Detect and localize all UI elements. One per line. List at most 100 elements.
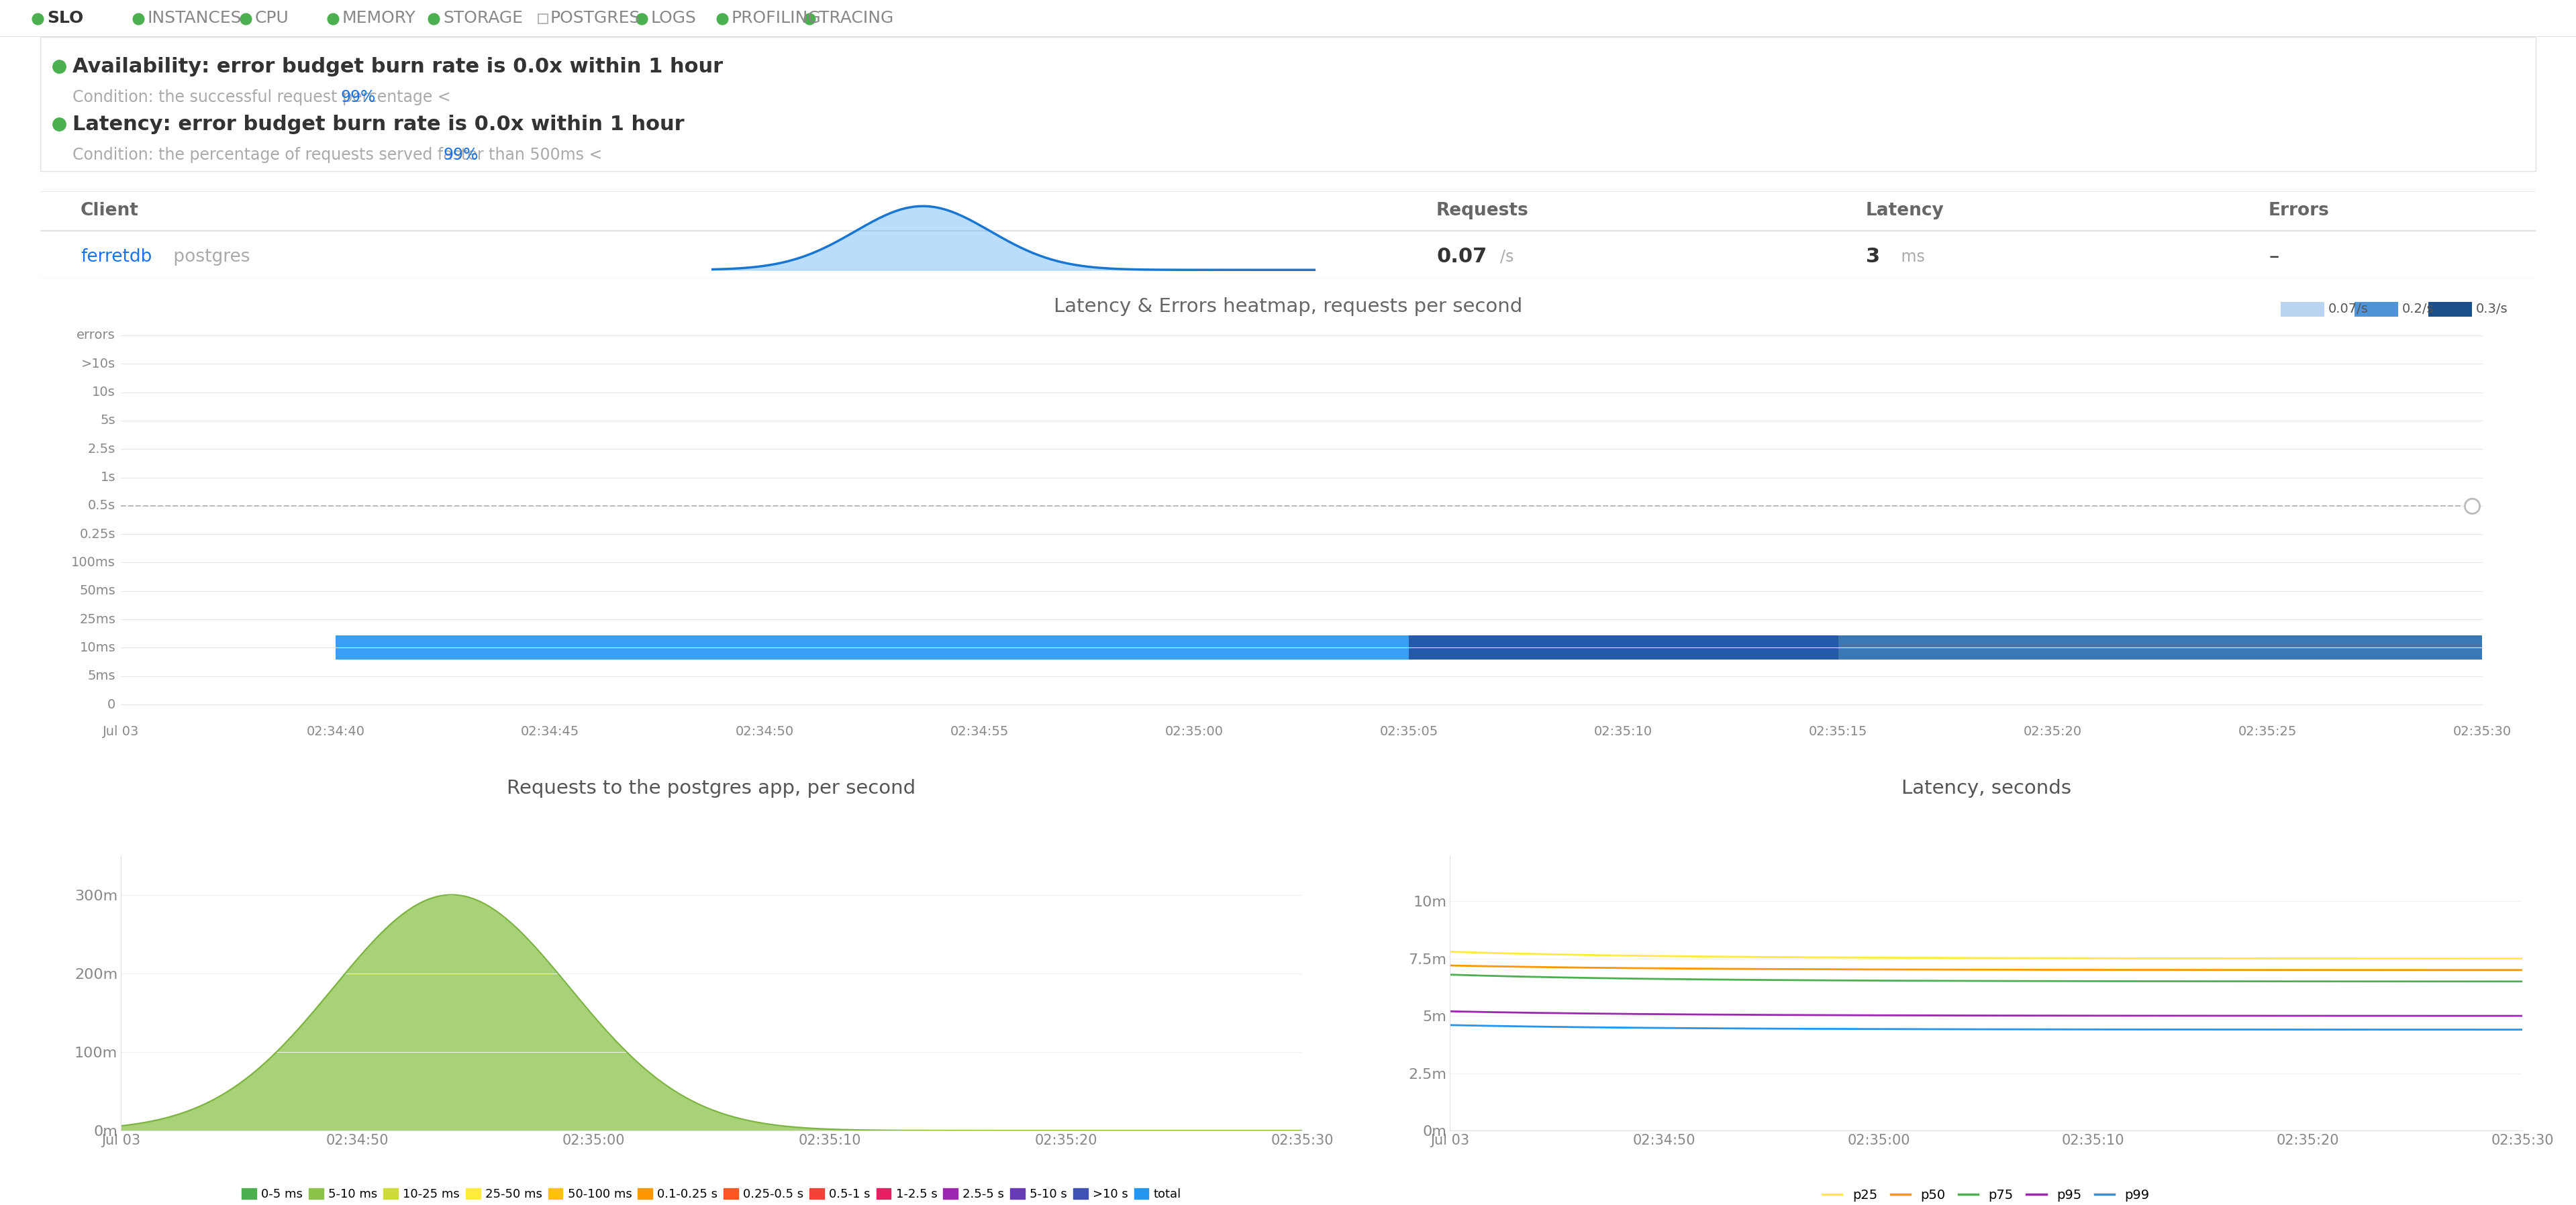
Line: p75: p75: [1450, 975, 2522, 982]
p75: [1435, 968, 1466, 982]
Legend: 0-5 ms, 5-10 ms, 10-25 ms, 25-50 ms, 50-100 ms, 0.1-0.25 s, 0.25-0.5 s, 0.5-1 s,: 0-5 ms, 5-10 ms, 10-25 ms, 25-50 ms, 50-…: [237, 1183, 1185, 1205]
p25: [1435, 945, 1466, 959]
Line: p25: p25: [1450, 952, 2522, 958]
p25: [2092, 951, 2123, 965]
p25: [2069, 951, 2099, 965]
p99: [2074, 1022, 2105, 1036]
Text: 02:34:40: 02:34:40: [307, 725, 366, 737]
Text: STORAGE: STORAGE: [443, 11, 523, 27]
Text: SLO: SLO: [46, 11, 82, 27]
Text: 02:34:45: 02:34:45: [520, 725, 580, 737]
Text: 0.5s: 0.5s: [88, 499, 116, 512]
Text: ms: ms: [1896, 248, 1924, 265]
Text: 0.2/s: 0.2/s: [2403, 302, 2434, 316]
p25: [2339, 951, 2370, 965]
Text: Latency: error budget burn rate is 0.0x within 1 hour: Latency: error budget burn rate is 0.0x …: [72, 114, 685, 134]
p25: [1437, 945, 1468, 959]
Line: p50: p50: [1450, 965, 2522, 970]
Text: /s: /s: [1499, 248, 1515, 265]
p25: [2074, 951, 2105, 965]
Bar: [2280, 302, 2324, 317]
Text: TRACING: TRACING: [819, 11, 894, 27]
Text: Condition: the successful request percentage <: Condition: the successful request percen…: [72, 89, 456, 105]
Line: p95: p95: [1450, 1011, 2522, 1016]
Text: 0.25s: 0.25s: [80, 528, 116, 541]
p95: [2506, 1009, 2537, 1023]
p99: [2406, 1022, 2437, 1036]
Text: 5s: 5s: [100, 415, 116, 427]
Text: errors: errors: [77, 329, 116, 342]
Text: 10ms: 10ms: [80, 641, 116, 654]
p25: [2406, 951, 2437, 965]
Text: Latency, seconds: Latency, seconds: [1901, 778, 2071, 798]
p75: [1437, 968, 1468, 982]
Bar: [1409, 636, 1839, 660]
Text: 02:35:00: 02:35:00: [1164, 725, 1224, 737]
Text: 25ms: 25ms: [80, 613, 116, 625]
p95: [1437, 1004, 1468, 1018]
Text: 0: 0: [108, 698, 116, 711]
p50: [1437, 958, 1468, 972]
Text: 0.07/s: 0.07/s: [2329, 302, 2367, 316]
p75: [2506, 975, 2537, 989]
Text: POSTGRES: POSTGRES: [551, 11, 641, 27]
p99: [2069, 1022, 2099, 1036]
Text: 5ms: 5ms: [88, 670, 116, 682]
Bar: [2354, 302, 2398, 317]
Text: 50ms: 50ms: [80, 584, 116, 598]
Text: 100ms: 100ms: [72, 557, 116, 569]
Text: 3: 3: [1865, 247, 1880, 266]
p50: [2069, 963, 2099, 977]
p75: [2069, 974, 2099, 988]
Text: 99%: 99%: [443, 147, 479, 163]
Text: PROFILING: PROFILING: [732, 11, 822, 27]
Text: Latency: Latency: [1865, 201, 1945, 219]
Text: MEMORY: MEMORY: [343, 11, 415, 27]
Bar: [2429, 302, 2473, 317]
Text: 02:35:25: 02:35:25: [2239, 725, 2298, 737]
p50: [2092, 963, 2123, 977]
Text: >10s: >10s: [80, 358, 116, 370]
Text: 99%: 99%: [340, 89, 376, 105]
Text: 0.3/s: 0.3/s: [2476, 302, 2509, 316]
Text: Errors: Errors: [2269, 201, 2329, 219]
p50: [2506, 963, 2537, 977]
p95: [2092, 1009, 2123, 1023]
p99: [1435, 1018, 1466, 1033]
Text: –: –: [2269, 247, 2280, 266]
Text: Jul 03: Jul 03: [103, 725, 139, 737]
p95: [1435, 1004, 1466, 1018]
p99: [2339, 1022, 2370, 1036]
Text: LOGS: LOGS: [652, 11, 696, 27]
Text: Availability: error budget burn rate is 0.0x within 1 hour: Availability: error budget burn rate is …: [72, 57, 724, 76]
Text: INSTANCES: INSTANCES: [147, 11, 242, 27]
Text: Latency & Errors heatmap, requests per second: Latency & Errors heatmap, requests per s…: [1054, 298, 1522, 316]
Text: Requests: Requests: [1437, 201, 1528, 219]
p99: [2506, 1022, 2537, 1036]
Text: CPU: CPU: [255, 11, 289, 27]
p75: [2339, 974, 2370, 988]
p50: [2406, 963, 2437, 977]
Text: Client: Client: [80, 201, 139, 219]
p50: [2074, 963, 2105, 977]
p25: [2506, 951, 2537, 965]
p50: [2339, 963, 2370, 977]
Text: ferretdb: ferretdb: [80, 248, 152, 265]
p75: [2092, 974, 2123, 988]
p75: [2406, 974, 2437, 988]
p50: [1435, 958, 1466, 972]
Bar: [1839, 636, 2483, 660]
Line: p99: p99: [1450, 1025, 2522, 1029]
Text: Condition: the percentage of requests served faster than 500ms <: Condition: the percentage of requests se…: [72, 147, 608, 163]
Text: Requests to the postgres app, per second: Requests to the postgres app, per second: [507, 778, 917, 798]
Text: 1s: 1s: [100, 471, 116, 483]
Text: postgres: postgres: [167, 248, 250, 265]
p95: [2406, 1009, 2437, 1023]
Text: 10s: 10s: [93, 386, 116, 399]
p75: [2074, 974, 2105, 988]
Text: 02:35:30: 02:35:30: [2452, 725, 2512, 737]
Text: 02:35:05: 02:35:05: [1381, 725, 1437, 737]
p95: [2074, 1009, 2105, 1023]
Legend: p25, p50, p75, p95, p99: p25, p50, p75, p95, p99: [1816, 1183, 2154, 1205]
Bar: [335, 636, 1409, 660]
